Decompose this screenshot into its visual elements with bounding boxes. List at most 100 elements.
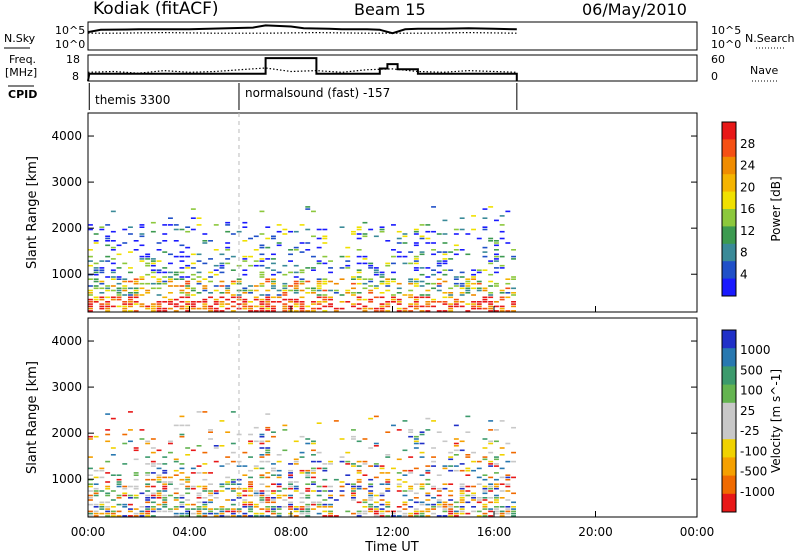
- power-cell: [385, 289, 391, 292]
- power-cell: [328, 280, 333, 283]
- power-cell: [202, 303, 208, 305]
- velocity-cell: [145, 510, 151, 513]
- power-cell: [368, 278, 374, 280]
- power-cell: [322, 228, 328, 231]
- power-cell: [202, 287, 208, 290]
- power-cell: [425, 303, 431, 305]
- velocity-cell: [293, 510, 299, 513]
- power-cell: [265, 226, 271, 228]
- beam-title: Beam 15: [354, 0, 426, 19]
- velocity-cell: [265, 426, 271, 429]
- power-cell: [265, 303, 271, 305]
- power-cell: [413, 260, 419, 262]
- velocity-cell: [122, 506, 128, 508]
- power-cell: [494, 242, 499, 244]
- velocity-cell: [362, 474, 368, 476]
- power-colorbar-swatch: [722, 191, 736, 210]
- power-cell: [190, 289, 196, 292]
- velocity-cell: [208, 472, 213, 474]
- power-cell: [391, 280, 396, 283]
- velocity-cell: [219, 483, 225, 485]
- power-cell: [162, 301, 168, 303]
- velocity-cell: [248, 440, 253, 443]
- velocity-cell: [373, 442, 379, 445]
- velocity-cell: [259, 454, 265, 456]
- power-cell: [185, 280, 191, 283]
- power-cell: [139, 305, 145, 308]
- velocity-cell: [271, 508, 276, 510]
- power-cell: [431, 253, 436, 256]
- power-cell: [265, 289, 271, 292]
- nave-tick-top: 60: [711, 53, 725, 66]
- power-cell: [162, 276, 168, 278]
- velocity-cell: [453, 512, 459, 515]
- power-cell: [219, 310, 225, 312]
- velocity-cell: [105, 506, 111, 508]
- power-cell: [408, 251, 414, 253]
- power-cell: [110, 249, 116, 251]
- velocity-cell: [219, 465, 225, 467]
- velocity-cell: [431, 508, 436, 510]
- power-cell: [471, 303, 476, 305]
- velocity-cell: [248, 483, 253, 485]
- velocity-cell: [368, 492, 374, 495]
- velocity-cell: [265, 472, 271, 474]
- power-cell: [362, 282, 368, 285]
- power-cell: [488, 285, 494, 287]
- power-cell: [471, 287, 476, 290]
- velocity-cell: [190, 508, 196, 510]
- velocity-cell: [179, 483, 185, 485]
- velocity-cell: [322, 485, 328, 488]
- velocity-cell: [173, 487, 179, 490]
- velocity-cell: [368, 478, 374, 481]
- power-cell: [305, 305, 311, 308]
- velocity-cell: [253, 515, 259, 517]
- velocity-cell: [293, 481, 299, 483]
- velocity-cell: [99, 512, 105, 515]
- power-cell: [453, 301, 459, 303]
- power-cell: [116, 289, 122, 292]
- power-cell: [185, 255, 191, 258]
- power-cell: [168, 298, 173, 301]
- velocity-cell: [351, 499, 356, 501]
- power-cell: [230, 255, 236, 258]
- power-cell: [225, 230, 231, 233]
- velocity-cell: [230, 478, 236, 481]
- power-cell: [265, 301, 271, 303]
- velocity-cell: [93, 469, 99, 472]
- velocity-cell: [476, 476, 482, 479]
- power-cell: [208, 307, 213, 310]
- power-cell: [373, 235, 379, 238]
- velocity-cell: [448, 503, 454, 506]
- power-cell: [476, 289, 482, 292]
- power-cell: [185, 296, 191, 299]
- velocity-cell: [436, 503, 442, 506]
- velocity-cell: [413, 440, 419, 443]
- power-cell: [185, 276, 191, 278]
- power-cell: [242, 292, 248, 294]
- power-cell: [225, 246, 231, 249]
- power-cell: [368, 298, 374, 301]
- power-cell: [511, 278, 516, 280]
- velocity-cell: [208, 512, 213, 515]
- power-cell: [316, 260, 322, 262]
- power-cell: [471, 301, 476, 303]
- power-cell: [202, 278, 208, 280]
- velocity-cell: [259, 494, 265, 497]
- velocity-cell: [448, 512, 454, 515]
- velocity-cell: [105, 485, 111, 488]
- velocity-cell: [196, 501, 202, 504]
- power-cell: [345, 255, 351, 258]
- velocity-cell: [173, 424, 179, 427]
- power-cell: [345, 292, 351, 294]
- power-cell: [396, 301, 402, 303]
- velocity-cell: [259, 460, 265, 463]
- power-cell: [322, 296, 328, 299]
- power-cell: [213, 307, 219, 310]
- velocity-cell: [150, 501, 156, 504]
- velocity-cell: [494, 487, 499, 490]
- velocity-colorbar-swatch: [722, 384, 736, 404]
- power-cell: [442, 260, 448, 262]
- power-cell: [271, 235, 276, 238]
- velocity-cell: [402, 503, 408, 506]
